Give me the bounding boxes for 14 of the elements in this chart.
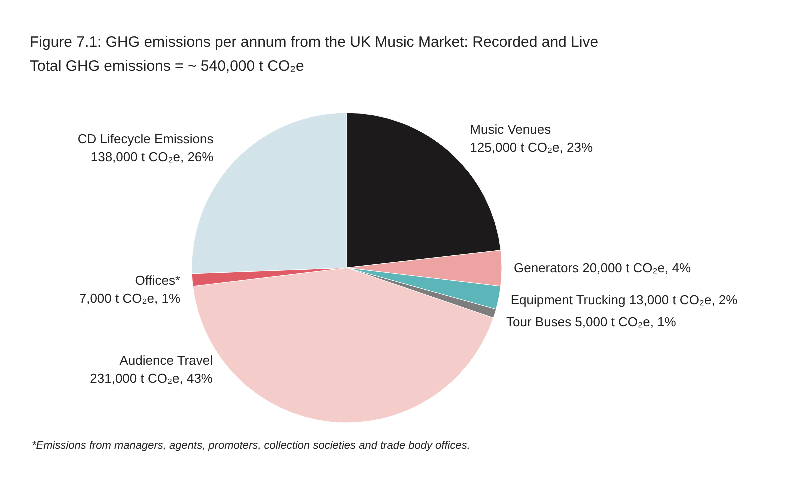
text: *Emissions from managers, agents, promoters, collection societies and trade body offices. [32, 440, 470, 452]
slice-label: Tour Buses 5,000 t CO₂e, 1% [506, 314, 677, 330]
chart-title: Figure 7.1: GHG emissions per annum from the UK Music Market: Recorded and Live [30, 34, 599, 51]
data-label: 125,000 t CO₂e, 23% [470, 140, 594, 155]
slice-label: Music Venues [470, 122, 552, 137]
slice-label: Audience Travel [120, 353, 214, 368]
data-label: 7,000 t CO₂e, 1% [79, 291, 181, 306]
slice-label: Offices* [135, 273, 181, 288]
slice-label: Generators 20,000 t CO₂e, 4% [514, 260, 692, 276]
data-label: 231,000 t CO₂e, 43% [90, 371, 214, 386]
chart-subtitle: Total GHG emissions = ~ 540,000 t CO₂e [30, 58, 304, 75]
data-label: 138,000 t CO₂e, 26% [90, 150, 214, 165]
slice-label: CD Lifecycle Emissions [78, 132, 214, 147]
slice-label: Equipment Trucking 13,000 t CO₂e, 2% [510, 292, 738, 308]
